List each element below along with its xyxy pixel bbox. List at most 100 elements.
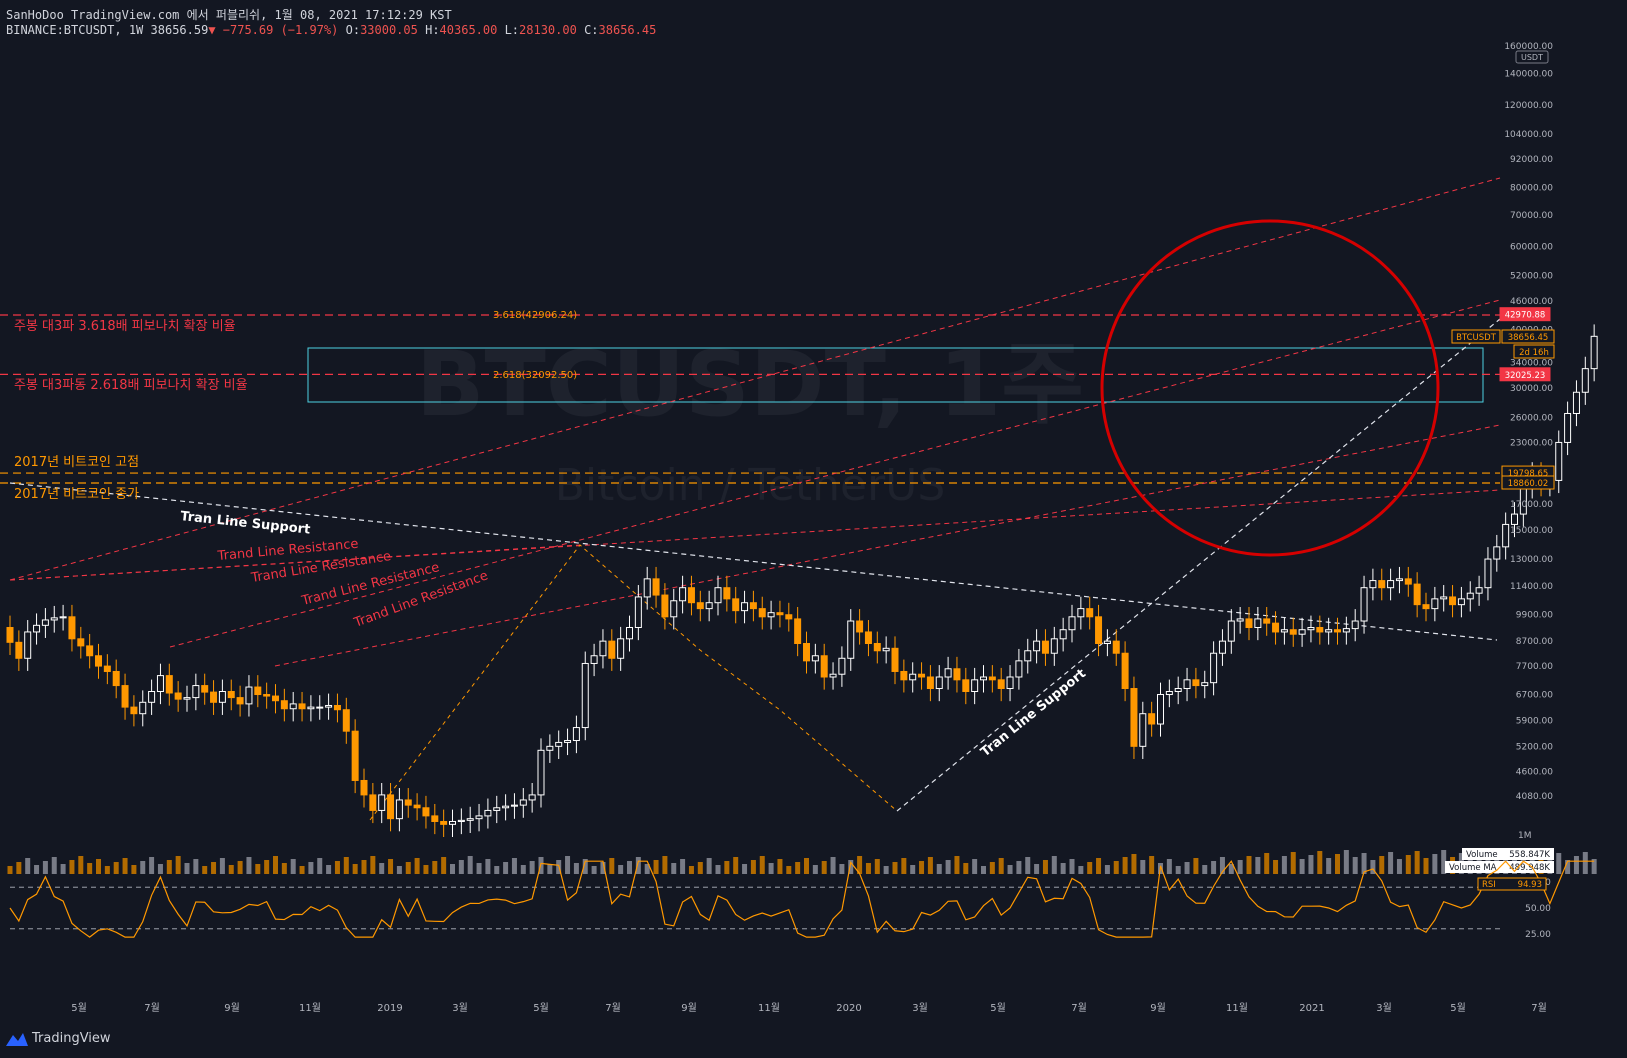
volume-bar <box>1087 862 1093 874</box>
volume-bar <box>1281 856 1287 874</box>
volume-bar <box>1582 852 1588 874</box>
volume-bar <box>1131 854 1137 874</box>
tradingview-logo[interactable]: TradingView <box>6 1031 111 1046</box>
volume-bar <box>927 857 933 874</box>
candle-body <box>210 691 218 703</box>
candle <box>413 793 421 821</box>
candle-body <box>86 645 94 657</box>
volume-bar <box>476 863 482 874</box>
volume-bar <box>883 866 889 874</box>
candle <box>679 575 687 614</box>
candle-body <box>980 676 987 681</box>
candle-body <box>1183 679 1191 690</box>
volume-bar <box>352 864 358 874</box>
volume-bar <box>582 859 588 874</box>
volume-bar <box>1051 856 1057 874</box>
candle <box>1395 566 1403 594</box>
candle-body <box>918 673 926 678</box>
candle-body <box>1112 640 1120 654</box>
candle-body <box>1033 640 1041 652</box>
candle <box>139 690 147 727</box>
candle-body <box>997 679 1005 690</box>
volume-bar <box>1211 861 1217 874</box>
candle <box>227 679 235 711</box>
candle-body <box>971 679 979 692</box>
candle <box>289 691 297 722</box>
candle <box>1095 604 1103 657</box>
candle-body <box>528 794 536 801</box>
volume-bar <box>1069 859 1075 874</box>
candle-body <box>1192 679 1200 687</box>
candle <box>971 667 979 705</box>
candle <box>1077 596 1085 630</box>
price-tick: 6700.00 <box>1516 691 1553 701</box>
volume-bar <box>1175 866 1181 874</box>
candle <box>1227 609 1235 654</box>
volume-bar <box>211 862 217 874</box>
volume-bar <box>627 861 632 874</box>
volume-bar <box>635 857 641 874</box>
candle <box>130 695 138 727</box>
volume-bar <box>78 856 84 874</box>
volume-bar <box>839 864 845 874</box>
candle-body <box>1590 335 1598 370</box>
candle-body <box>1369 580 1377 589</box>
candle <box>873 631 881 664</box>
support-line-lower <box>896 318 1501 812</box>
candle-body <box>820 655 828 678</box>
candle <box>705 590 713 622</box>
candle <box>714 575 722 616</box>
volume-bar <box>184 863 190 874</box>
price-tick: 70000.00 <box>1510 211 1553 221</box>
candle-body <box>1041 640 1049 654</box>
candle <box>1413 572 1421 618</box>
candle <box>280 688 288 722</box>
candle-body <box>121 685 129 708</box>
candle <box>254 675 262 708</box>
candle-body <box>6 627 14 643</box>
resistance-line <box>169 299 1501 648</box>
candle <box>1201 670 1209 699</box>
time-axis-label: 5월 <box>1450 1002 1466 1014</box>
candle <box>652 566 660 608</box>
volume-bar <box>485 859 491 874</box>
candle <box>103 654 111 685</box>
candle <box>156 663 164 705</box>
time-axis-label: 2020 <box>836 1003 861 1014</box>
candle-body <box>139 701 147 715</box>
volume-bar <box>981 866 986 874</box>
candle-body <box>537 749 545 796</box>
candle-body <box>741 602 749 612</box>
price-tick: 9900.00 <box>1516 611 1553 621</box>
candle-body <box>148 690 156 703</box>
price-tick: 4600.00 <box>1516 767 1553 777</box>
candle <box>510 793 518 819</box>
volume-bar <box>423 865 429 874</box>
symbol-label[interactable]: BINANCE:BTCUSDT, 1W <box>6 23 144 37</box>
candle <box>1254 606 1262 641</box>
candle-body <box>1289 629 1297 635</box>
candle <box>1024 638 1032 674</box>
volume-bar <box>697 862 703 874</box>
candle-body <box>794 618 802 645</box>
candle <box>378 782 386 824</box>
candle <box>86 633 94 669</box>
candle-body <box>1581 368 1589 393</box>
candle <box>643 566 651 610</box>
volume-bar <box>565 856 571 874</box>
candle <box>732 586 740 624</box>
candle-body <box>838 657 846 675</box>
candle-body <box>24 631 32 659</box>
candle <box>803 631 810 674</box>
volume-bar <box>742 864 748 874</box>
price-tag-text: 42970.88 <box>1505 311 1546 321</box>
volume-bar <box>600 862 606 874</box>
price-tag: 2d 16h <box>1513 344 1555 359</box>
volume-bar <box>343 857 349 874</box>
volume-bar <box>715 865 721 874</box>
volume-bar <box>1042 860 1048 874</box>
candle <box>174 681 182 712</box>
candle <box>1086 596 1094 630</box>
price-tick: 26000.00 <box>1510 413 1553 423</box>
